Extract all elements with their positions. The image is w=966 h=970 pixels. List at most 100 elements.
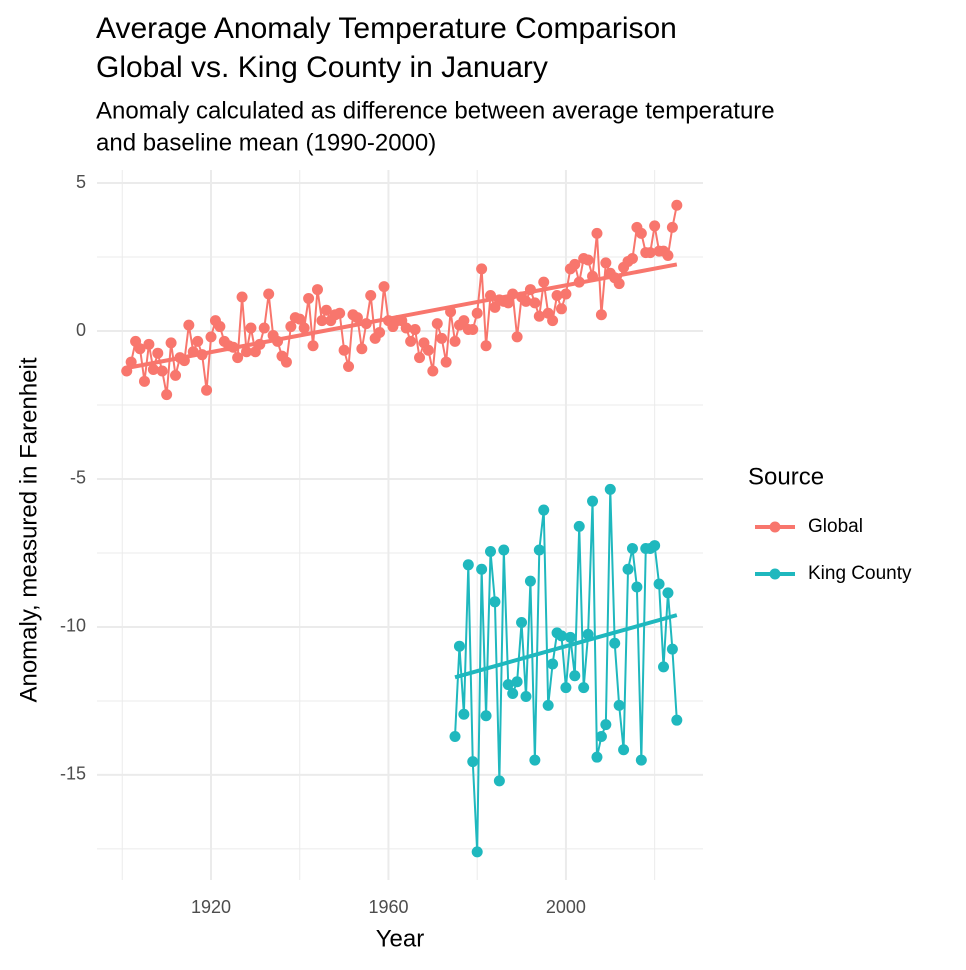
data-point xyxy=(205,331,217,343)
data-point xyxy=(214,321,226,333)
data-point xyxy=(152,347,164,359)
data-point xyxy=(427,365,439,377)
data-point xyxy=(631,581,643,593)
legend-label: Global xyxy=(808,516,863,537)
data-point xyxy=(662,250,674,262)
data-point xyxy=(303,292,315,304)
data-point xyxy=(440,356,452,368)
data-point xyxy=(573,520,585,532)
data-point xyxy=(236,291,248,303)
data-point xyxy=(569,258,581,270)
data-point xyxy=(422,344,434,356)
data-point xyxy=(458,708,470,720)
data-point xyxy=(671,714,683,726)
data-point xyxy=(524,575,536,587)
chart-title-line: Average Anomaly Temperature Comparison xyxy=(96,12,677,45)
data-point xyxy=(555,630,567,642)
data-point xyxy=(138,375,150,387)
data-point xyxy=(507,688,519,700)
data-point xyxy=(529,754,541,766)
data-point xyxy=(520,295,532,307)
data-point xyxy=(666,221,678,233)
data-point xyxy=(555,303,567,315)
data-point xyxy=(436,332,448,344)
y-tick-label: -5 xyxy=(70,468,86,488)
data-point xyxy=(170,369,182,381)
data-point xyxy=(635,754,647,766)
y-tick-label: -15 xyxy=(60,764,86,784)
data-point xyxy=(635,227,647,239)
legend-title: Source xyxy=(748,463,824,490)
data-point xyxy=(431,318,443,330)
data-point xyxy=(551,289,563,301)
data-point xyxy=(476,263,488,275)
trend-line xyxy=(126,262,678,370)
legend-label: King County xyxy=(808,563,912,584)
data-point xyxy=(529,297,541,309)
legend-key-point xyxy=(769,521,781,533)
data-point xyxy=(658,661,670,673)
data-point xyxy=(400,322,412,334)
data-point xyxy=(334,307,346,319)
data-point xyxy=(143,338,155,350)
data-point xyxy=(591,227,603,239)
trend-line xyxy=(454,613,678,680)
data-point xyxy=(263,288,275,300)
data-point xyxy=(626,543,638,555)
data-point xyxy=(626,252,638,264)
data-point xyxy=(662,587,674,599)
data-point xyxy=(414,352,426,364)
data-point xyxy=(245,322,257,334)
data-point xyxy=(622,563,634,575)
data-point xyxy=(467,324,479,336)
data-point xyxy=(502,297,514,309)
data-point xyxy=(192,335,204,347)
data-point xyxy=(467,756,479,768)
data-point xyxy=(560,682,572,694)
data-point xyxy=(600,719,612,731)
data-point xyxy=(134,343,146,355)
data-point xyxy=(595,730,607,742)
data-point xyxy=(294,313,306,325)
data-point xyxy=(232,352,244,364)
y-tick-label: 0 xyxy=(76,320,86,340)
data-point xyxy=(471,307,483,319)
data-point xyxy=(547,658,559,670)
data-point xyxy=(644,247,656,259)
data-point xyxy=(538,504,550,516)
data-point xyxy=(161,389,173,401)
data-point xyxy=(241,346,253,358)
data-point xyxy=(485,545,497,557)
data-point xyxy=(533,544,545,556)
data-point xyxy=(569,670,581,682)
data-point xyxy=(613,699,625,711)
data-point xyxy=(666,643,678,655)
y-tick-label: 5 xyxy=(76,172,86,192)
data-point xyxy=(538,276,550,288)
data-point xyxy=(449,335,461,347)
data-point xyxy=(183,319,195,331)
data-point xyxy=(480,710,492,722)
data-point xyxy=(511,331,523,343)
data-point xyxy=(405,335,417,347)
y-tick-label: -10 xyxy=(60,616,86,636)
data-point xyxy=(547,315,559,327)
data-point xyxy=(595,309,607,321)
data-point xyxy=(542,699,554,711)
data-point xyxy=(280,356,292,368)
x-tick-label: 1920 xyxy=(191,897,231,917)
chart-title-line: Global vs. King County in January xyxy=(96,51,548,84)
data-point xyxy=(476,563,488,575)
data-point xyxy=(649,540,661,552)
data-point xyxy=(201,384,213,396)
data-point xyxy=(671,199,683,211)
data-point xyxy=(600,257,612,269)
data-point xyxy=(298,322,310,334)
data-point xyxy=(471,846,483,858)
chart-subtitle-line: Anomaly calculated as difference between… xyxy=(96,97,775,124)
data-point xyxy=(520,691,532,703)
data-point xyxy=(649,220,661,232)
data-point xyxy=(356,343,368,355)
data-point xyxy=(578,682,590,694)
x-tick-label: 1960 xyxy=(368,897,408,917)
